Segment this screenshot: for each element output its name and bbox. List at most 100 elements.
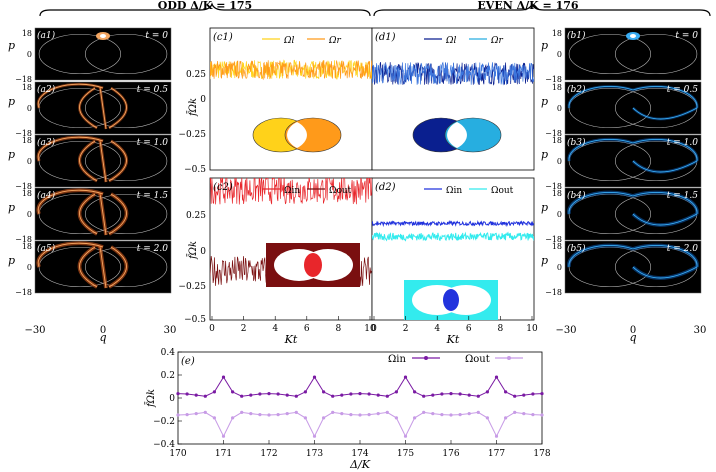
e-point-omega-in	[431, 393, 435, 397]
even-panel-label-4: (b4)	[567, 190, 586, 201]
e-point-omega-out	[449, 413, 453, 417]
even-separatrix-left-1	[568, 33, 651, 75]
e-series	[176, 375, 544, 438]
even-panel-label-1: (b1)	[567, 30, 586, 41]
e-point-omega-out	[231, 416, 235, 420]
even-initial-packet-core	[630, 34, 636, 38]
top-ytick-025: 0.25	[186, 70, 206, 80]
odd-packet-core-5-4	[37, 242, 104, 268]
e-yticks: 0.4 0.2 0 −0.2 −0.4	[153, 348, 182, 450]
even-panel-label-3: (b3)	[567, 137, 586, 148]
e-point-omega-in	[467, 393, 471, 397]
left-p-label-3: p	[8, 148, 15, 161]
odd-panel-time-5: t = 2.0	[137, 244, 168, 254]
odd-phase-panel-2: 18 0 −18 (a2) t = 0.5	[15, 81, 172, 138]
even-phase-panel-2: 18 0 −18 (b2) t = 0.5	[545, 81, 702, 138]
e-point-omega-out	[176, 413, 180, 417]
top-ytick-neg025: −0.25	[178, 130, 206, 140]
d-xtick-10: 10	[526, 324, 538, 334]
e-point-omega-in	[358, 392, 362, 396]
c1-series	[210, 59, 372, 81]
even-ytick-top-3: 18	[552, 136, 562, 145]
e-point-omega-out	[303, 416, 307, 420]
e-legend-in-marker	[424, 356, 428, 360]
top-ytick-0: 0	[200, 95, 206, 105]
header-even: EVEN Δ/K = 176	[373, 0, 711, 17]
e-point-omega-out	[385, 410, 389, 414]
e-point-omega-out	[540, 413, 544, 417]
middle-xticks: 0 2 4 6 8 100 2 4 6 8 10	[209, 316, 538, 334]
right-xtick-pos: 30	[694, 325, 707, 336]
e-point-omega-out	[349, 413, 353, 417]
e-xtick-175: 175	[397, 449, 414, 459]
e-point-omega-in	[294, 394, 298, 398]
c-xtick-2: 2	[241, 324, 247, 334]
even-ytick-top-1: 18	[552, 29, 562, 38]
even-ytick-top-2: 18	[552, 83, 562, 92]
left-xtick-pos: 30	[164, 325, 177, 336]
even-panel-time-4: t = 1.5	[667, 191, 698, 201]
bottom-ytick-neg025: −0.25	[178, 282, 206, 292]
e-ytick-4: −0.4	[153, 440, 175, 450]
odd-packet-core-2-1	[79, 87, 98, 129]
odd-panel-time-2: t = 0.5	[137, 85, 168, 95]
c2-legend-out: Ωout	[329, 186, 352, 196]
odd-panel-label-3: (a3)	[37, 137, 56, 148]
e-point-omega-in	[494, 375, 499, 379]
e-point-omega-in	[522, 393, 526, 397]
odd-ytick-mid-4: 0	[27, 210, 32, 219]
odd-panel-label-4: (a4)	[37, 190, 56, 201]
e-ytick-0: 0.4	[161, 348, 176, 358]
e-point-omega-in	[258, 392, 262, 396]
odd-panel-time-4: t = 1.5	[137, 191, 168, 201]
e-point-omega-out	[422, 410, 426, 414]
odd-packet-core-2-2	[108, 87, 127, 129]
odd-phase-panel-1: 18 0 −18 (a1) t = 0	[15, 27, 172, 84]
e-xtick-172: 172	[260, 449, 277, 459]
e-point-omega-in	[440, 392, 444, 396]
odd-ytick-top-5: 18	[22, 242, 32, 251]
c-xtick-10: 10	[364, 324, 376, 334]
left-p-label-5: p	[8, 254, 15, 267]
right-p-label-5: p	[541, 254, 548, 267]
e-point-omega-in	[422, 394, 426, 398]
left-xtick-zero: 0	[100, 325, 106, 336]
c2-inset	[266, 243, 360, 287]
e-point-omega-out	[440, 413, 444, 417]
even-phase-panel-3: 18 0 −18 (b3) t = 1.0	[545, 134, 702, 191]
e-ytick-2: 0	[169, 394, 175, 404]
e-point-omega-in	[249, 393, 253, 397]
d2-line-omega-in	[372, 219, 534, 228]
left-q-label: q	[99, 331, 106, 344]
odd-ytick-mid-1: 0	[27, 50, 32, 59]
even-packet-core-3-1	[632, 160, 698, 173]
e-point-omega-in	[376, 393, 380, 397]
e-point-omega-in	[513, 394, 517, 398]
phase-axis-left: p p p p p q −30 0 30	[8, 39, 176, 344]
even-panel-time-1: t = 0	[675, 31, 698, 41]
d2-legend-out: Ωout	[491, 186, 514, 196]
e-ytick-3: −0.2	[153, 417, 175, 427]
odd-ytick-top-3: 18	[22, 136, 32, 145]
even-packet-core-2-2	[568, 86, 634, 109]
odd-ytick-bot-1: −18	[15, 75, 32, 84]
odd-panel-label-2: (a2)	[37, 84, 56, 95]
e-point-omega-in	[531, 392, 535, 396]
even-phase-panels: 18 0 −18 (b1) t = 0 18 0 −18 (b2) t = 0.5 18 0 −18 (b…	[545, 27, 702, 297]
e-point-omega-out	[312, 434, 317, 438]
c1-inset-overlap	[287, 122, 307, 148]
c-xtick-4: 4	[272, 324, 278, 334]
middle-ylabel-bottom: f̄Ωk	[187, 241, 199, 260]
odd-ytick-bot-4: −18	[15, 235, 32, 244]
d2-legend-in: Ωin	[446, 186, 462, 196]
e-point-omega-in	[504, 390, 508, 394]
d-xtick-8: 8	[498, 324, 504, 334]
e-label: (e)	[181, 356, 195, 367]
even-ytick-mid-2: 0	[557, 104, 562, 113]
odd-packet-core-5-2	[108, 246, 127, 288]
odd-separatrix-right-3	[85, 140, 168, 182]
even-phase-panel-5: 18 0 −18 (b5) t = 2.0	[545, 240, 702, 297]
odd-packet-core-2-4	[37, 83, 104, 109]
e-point-omega-out	[194, 412, 198, 416]
even-ytick-mid-5: 0	[557, 263, 562, 272]
